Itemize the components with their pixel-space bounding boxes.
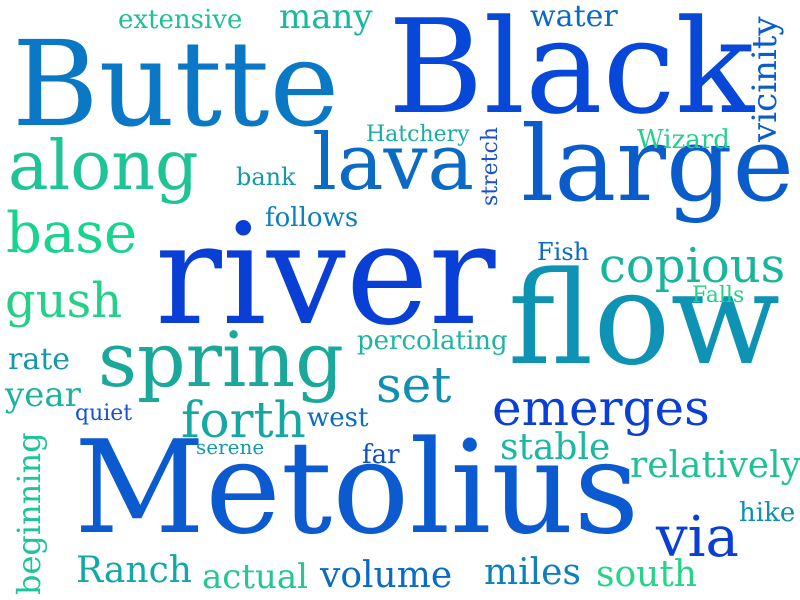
word-butte: Butte (12, 15, 340, 153)
word-actual: actual (202, 557, 309, 597)
word-relatively: relatively (630, 445, 800, 486)
word-emerges: emerges (492, 379, 710, 437)
word-via: via (656, 505, 739, 570)
word-volume: volume (320, 555, 453, 596)
word-ranch: Ranch (76, 550, 192, 591)
word-far: far (362, 440, 400, 470)
word-year: year (5, 375, 81, 415)
word-west: west (307, 403, 369, 433)
word-hike: hike (739, 498, 796, 528)
word-along: along (8, 127, 199, 206)
word-serene: serene (196, 435, 265, 459)
word-base: base (6, 201, 138, 266)
word-follows: follows (265, 203, 359, 233)
word-vicinity: vicinity (745, 16, 785, 142)
word-percolating: percolating (357, 326, 508, 356)
word-wizard: Wizard (637, 125, 730, 155)
word-many: many (279, 0, 373, 37)
word-gush: gush (5, 273, 123, 329)
word-rate: rate (8, 342, 71, 377)
word-metolius: Metolius (74, 414, 640, 563)
word-fish: Fish (537, 238, 590, 266)
word-black: Black (388, 0, 755, 143)
word-forth: forth (181, 391, 306, 449)
word-spring: spring (98, 315, 344, 404)
word-stretch: stretch (478, 127, 503, 206)
word-flow: flow (508, 245, 780, 394)
word-beginning: beginning (10, 432, 48, 595)
word-stable: stable (500, 427, 611, 468)
word-set: set (376, 356, 452, 414)
word-extensive: extensive (118, 5, 243, 35)
word-copious: copious (599, 238, 786, 294)
word-large: large (521, 103, 795, 225)
word-lava: lava (312, 118, 475, 208)
word-south: south (596, 554, 697, 595)
word-hatchery: Hatchery (366, 122, 470, 147)
word-falls: Falls (692, 283, 745, 308)
word-quiet: quiet (75, 401, 133, 426)
word-miles: miles (484, 552, 581, 593)
word-bank: bank (236, 163, 296, 191)
word-river: river (155, 194, 496, 357)
word-water: water (530, 0, 618, 34)
